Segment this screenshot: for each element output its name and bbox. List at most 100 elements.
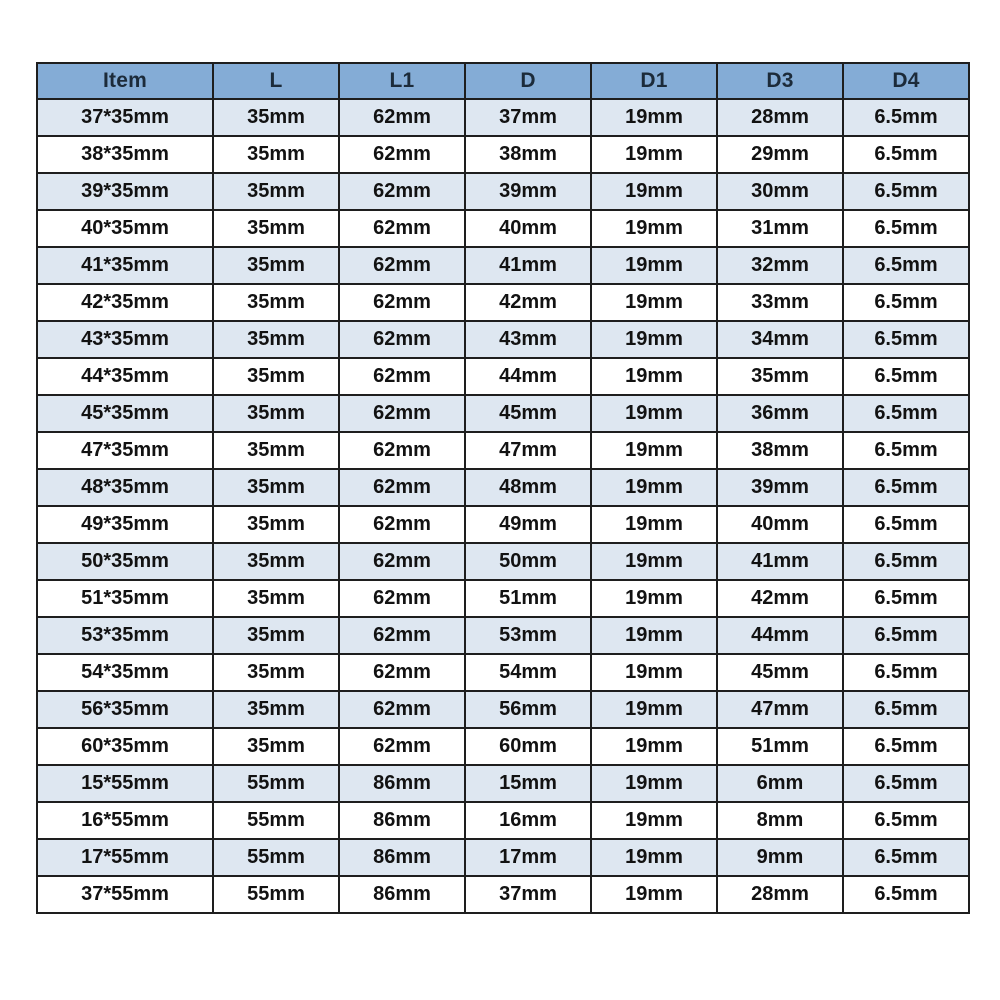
value-cell: 62mm <box>338 357 466 396</box>
value-cell: 43mm <box>464 320 592 359</box>
value-cell: 55mm <box>212 764 340 803</box>
value-cell: 6.5mm <box>842 764 970 803</box>
value-cell: 41mm <box>464 246 592 285</box>
item-cell: 44*35mm <box>36 357 214 396</box>
value-cell: 35mm <box>212 505 340 544</box>
value-cell: 36mm <box>716 394 844 433</box>
value-cell: 62mm <box>338 283 466 322</box>
table-row: 42*35mm 35mm 62mm 42mm 19mm 33mm 6.5mm <box>36 283 970 322</box>
value-cell: 6.5mm <box>842 727 970 766</box>
value-cell: 19mm <box>590 838 718 877</box>
table-row: 53*35mm 35mm 62mm 53mm 19mm 44mm 6.5mm <box>36 616 970 655</box>
value-cell: 6.5mm <box>842 838 970 877</box>
column-header-d1: D1 <box>590 62 718 100</box>
column-header-l: L <box>212 62 340 100</box>
value-cell: 44mm <box>716 616 844 655</box>
table-row: 45*35mm 35mm 62mm 45mm 19mm 36mm 6.5mm <box>36 394 970 433</box>
table-row: 48*35mm 35mm 62mm 48mm 19mm 39mm 6.5mm <box>36 468 970 507</box>
table-row: 44*35mm 35mm 62mm 44mm 19mm 35mm 6.5mm <box>36 357 970 396</box>
value-cell: 62mm <box>338 431 466 470</box>
value-cell: 51mm <box>716 727 844 766</box>
value-cell: 39mm <box>464 172 592 211</box>
value-cell: 44mm <box>464 357 592 396</box>
value-cell: 35mm <box>212 542 340 581</box>
table-row: 50*35mm 35mm 62mm 50mm 19mm 41mm 6.5mm <box>36 542 970 581</box>
value-cell: 62mm <box>338 505 466 544</box>
value-cell: 6.5mm <box>842 394 970 433</box>
value-cell: 16mm <box>464 801 592 840</box>
table-row: 60*35mm 35mm 62mm 60mm 19mm 51mm 6.5mm <box>36 727 970 766</box>
value-cell: 53mm <box>464 616 592 655</box>
value-cell: 19mm <box>590 246 718 285</box>
value-cell: 35mm <box>212 431 340 470</box>
item-cell: 56*35mm <box>36 690 214 729</box>
value-cell: 19mm <box>590 801 718 840</box>
header-row: Item L L1 D D1 D3 D4 <box>36 62 970 100</box>
value-cell: 19mm <box>590 690 718 729</box>
value-cell: 6.5mm <box>842 246 970 285</box>
value-cell: 35mm <box>212 98 340 137</box>
item-cell: 37*35mm <box>36 98 214 137</box>
value-cell: 62mm <box>338 172 466 211</box>
value-cell: 51mm <box>464 579 592 618</box>
table-row: 43*35mm 35mm 62mm 43mm 19mm 34mm 6.5mm <box>36 320 970 359</box>
value-cell: 35mm <box>212 727 340 766</box>
value-cell: 9mm <box>716 838 844 877</box>
item-cell: 48*35mm <box>36 468 214 507</box>
value-cell: 19mm <box>590 357 718 396</box>
value-cell: 50mm <box>464 542 592 581</box>
value-cell: 62mm <box>338 394 466 433</box>
value-cell: 6.5mm <box>842 468 970 507</box>
value-cell: 6.5mm <box>842 357 970 396</box>
value-cell: 6.5mm <box>842 505 970 544</box>
item-cell: 49*35mm <box>36 505 214 544</box>
item-cell: 38*35mm <box>36 135 214 174</box>
value-cell: 40mm <box>716 505 844 544</box>
column-header-l1: L1 <box>338 62 466 100</box>
value-cell: 6.5mm <box>842 209 970 248</box>
value-cell: 32mm <box>716 246 844 285</box>
value-cell: 33mm <box>716 283 844 322</box>
value-cell: 19mm <box>590 764 718 803</box>
table-row: 54*35mm 35mm 62mm 54mm 19mm 45mm 6.5mm <box>36 653 970 692</box>
value-cell: 38mm <box>464 135 592 174</box>
value-cell: 31mm <box>716 209 844 248</box>
table-row: 49*35mm 35mm 62mm 49mm 19mm 40mm 6.5mm <box>36 505 970 544</box>
value-cell: 6.5mm <box>842 98 970 137</box>
table-row: 40*35mm 35mm 62mm 40mm 19mm 31mm 6.5mm <box>36 209 970 248</box>
value-cell: 6.5mm <box>842 172 970 211</box>
value-cell: 28mm <box>716 98 844 137</box>
value-cell: 62mm <box>338 98 466 137</box>
table-row: 39*35mm 35mm 62mm 39mm 19mm 30mm 6.5mm <box>36 172 970 211</box>
value-cell: 19mm <box>590 283 718 322</box>
value-cell: 62mm <box>338 616 466 655</box>
value-cell: 41mm <box>716 542 844 581</box>
value-cell: 86mm <box>338 838 466 877</box>
item-cell: 60*35mm <box>36 727 214 766</box>
value-cell: 48mm <box>464 468 592 507</box>
value-cell: 35mm <box>212 246 340 285</box>
value-cell: 19mm <box>590 653 718 692</box>
value-cell: 6.5mm <box>842 653 970 692</box>
value-cell: 35mm <box>212 653 340 692</box>
value-cell: 19mm <box>590 468 718 507</box>
value-cell: 35mm <box>212 135 340 174</box>
value-cell: 35mm <box>212 690 340 729</box>
value-cell: 34mm <box>716 320 844 359</box>
value-cell: 62mm <box>338 468 466 507</box>
value-cell: 35mm <box>212 209 340 248</box>
value-cell: 42mm <box>716 579 844 618</box>
value-cell: 6.5mm <box>842 431 970 470</box>
value-cell: 47mm <box>464 431 592 470</box>
value-cell: 19mm <box>590 135 718 174</box>
table-row: 38*35mm 35mm 62mm 38mm 19mm 29mm 6.5mm <box>36 135 970 174</box>
item-cell: 45*35mm <box>36 394 214 433</box>
value-cell: 62mm <box>338 653 466 692</box>
spec-table: Item L L1 D D1 D3 D4 37*35mm 35mm 62mm 37mm 19mm 28… <box>36 62 970 914</box>
value-cell: 62mm <box>338 209 466 248</box>
value-cell: 35mm <box>212 172 340 211</box>
value-cell: 35mm <box>212 320 340 359</box>
item-cell: 47*35mm <box>36 431 214 470</box>
value-cell: 29mm <box>716 135 844 174</box>
table-row: 37*35mm 35mm 62mm 37mm 19mm 28mm 6.5mm <box>36 98 970 137</box>
